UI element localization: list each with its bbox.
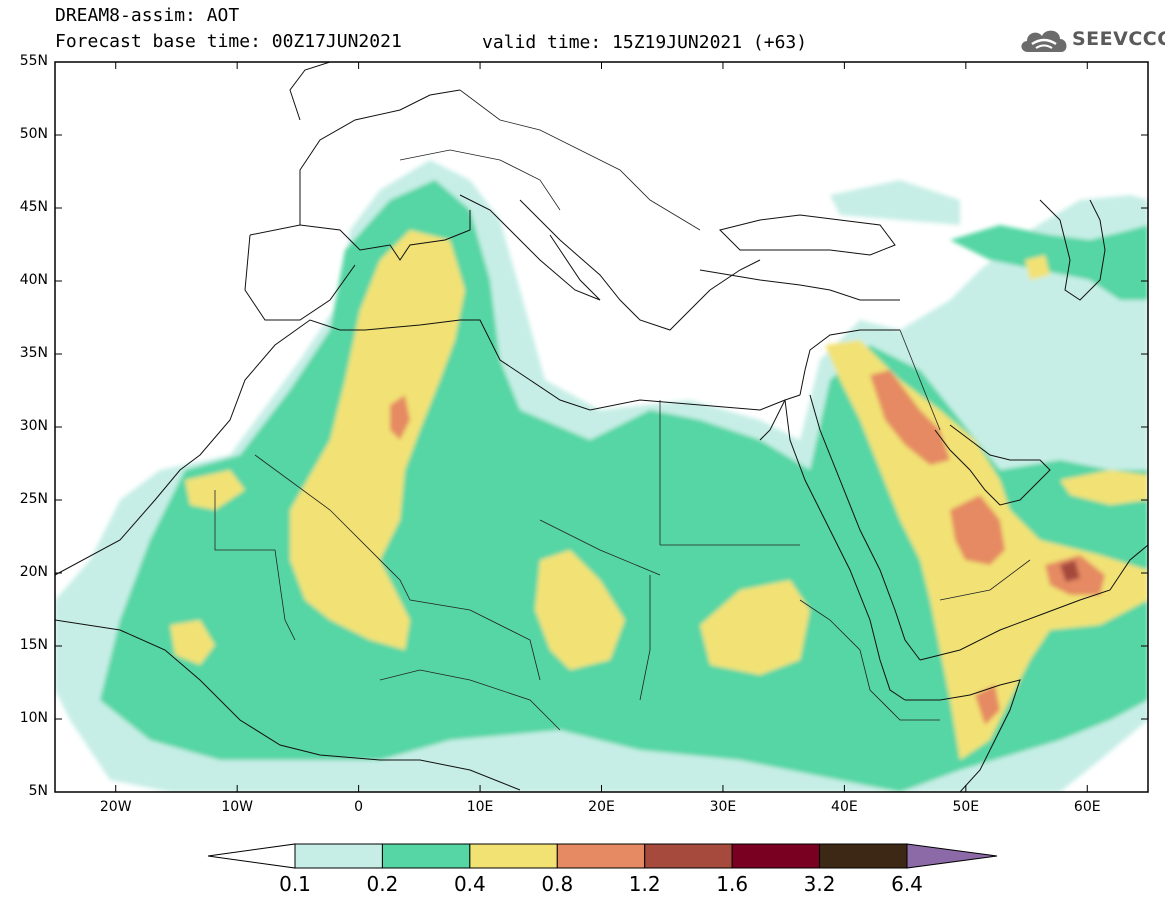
lon-label: 30E (709, 799, 737, 815)
lat-label: 15N (19, 637, 48, 653)
colorbar-swatch (819, 843, 908, 869)
coastline-levant (799, 329, 900, 396)
coastline-red-sea-upper (759, 399, 786, 441)
colorbar-label: 0.2 (366, 872, 399, 896)
border-chad-sudan (639, 575, 651, 701)
colorbar-label: 1.2 (628, 872, 661, 896)
lon-label: 10W (221, 799, 253, 815)
lat-label: 5N (28, 783, 48, 799)
lon-label: 0 (354, 799, 364, 815)
colorbar-label: 0.8 (541, 872, 574, 896)
coastline-italy (459, 194, 601, 301)
colorbar-high-arrow (906, 843, 998, 869)
border-niger (409, 599, 541, 681)
lon-label: 60E (1073, 799, 1101, 815)
border-europe-1 (459, 89, 701, 231)
lat-label: 55N (19, 53, 48, 69)
aot-0.4-region-chad (535, 550, 625, 670)
coastline-caspian (1039, 199, 1106, 301)
colorbar-swatch (731, 843, 821, 869)
coastline-arabia-south (919, 544, 1148, 661)
border-iraq-iran (899, 329, 941, 431)
lat-label: 10N (19, 710, 48, 726)
lon-label: 40E (831, 799, 858, 815)
aot-0.8-region-saudi (950, 495, 1005, 565)
colorbar-label: 0.4 (453, 872, 486, 896)
aot-0.8-region-somalia (975, 685, 1000, 725)
colorbar-label: 6.4 (891, 872, 923, 896)
logo-text: SEEVCCC (1072, 28, 1165, 50)
lat-label: 45N (19, 199, 48, 215)
aot-0.8-region-algeria (390, 395, 410, 440)
coastline-gulf-of-guinea (55, 619, 521, 791)
lon-label: 50E (952, 799, 980, 815)
coastline-turkey (699, 269, 900, 301)
coastline-iberia (249, 210, 471, 261)
border-mauritania (214, 490, 296, 641)
coastline-black-sea (719, 214, 896, 256)
colorbar-swatch (294, 843, 383, 869)
colorbar-swatch (644, 843, 733, 869)
border-algeria-mali (254, 454, 411, 601)
colorbar-low-arrow (207, 843, 296, 869)
lat-label: 50N (19, 126, 48, 142)
lat-label: 25N (19, 491, 48, 507)
aot-0.4-region-iran (1060, 470, 1148, 505)
aot-0.4-region-caspian (1025, 255, 1050, 280)
aot-0.4-region-sudan (700, 580, 810, 675)
map-title: DREAM8-assim: AOT (55, 5, 240, 26)
colorbar-swatch (469, 843, 558, 869)
aot-1.2-region-oman (1060, 560, 1080, 582)
border-nigeria (379, 669, 561, 731)
colorbar-label: 0.1 (279, 872, 311, 896)
border-ethiopia (799, 599, 940, 721)
colorbar-label: 3.2 (803, 872, 836, 896)
coastline-iberia-south (244, 234, 356, 321)
coastline-france (299, 89, 461, 225)
lat-label: 30N (19, 418, 48, 434)
border-libya-chad (539, 519, 661, 576)
lon-label: 20E (588, 799, 615, 815)
forecast-base-time: Forecast base time: 00Z17JUN2021 (55, 31, 402, 52)
seevccc-logo: SEEVCCC (1018, 22, 1165, 60)
colorbar (207, 843, 998, 869)
coastline-britain (289, 62, 331, 121)
aot-0.4-region-sahara (290, 230, 465, 650)
colorbar-swatch (381, 843, 471, 869)
aot-0.4-region-mauritania (170, 620, 215, 665)
border-europe-2 (399, 149, 561, 211)
cloud-icon (1021, 30, 1067, 52)
colorbar-label: 1.6 (716, 872, 749, 896)
aot-0.1-region-north (830, 180, 960, 225)
axis-ticks (55, 61, 1148, 793)
aot-shading (55, 160, 1148, 792)
coastline-persian-gulf (934, 424, 1051, 506)
coastline-red-sea-west (784, 399, 906, 701)
country-borders (214, 89, 1031, 731)
coastline-balkans (519, 199, 761, 331)
valid-time: valid time: 15Z19JUN2021 (+63) (482, 32, 808, 53)
lat-label: 35N (19, 345, 48, 361)
lon-label: 10E (466, 799, 494, 815)
border-saudi-yemen (939, 559, 1031, 601)
coastline-red-sea-east (809, 394, 921, 661)
colorbar-swatch (556, 843, 646, 869)
coastline-horn-of-africa (905, 679, 1021, 792)
lon-label: 20W (99, 799, 132, 815)
lat-label: 20N (19, 564, 48, 580)
lat-label: 40N (19, 272, 48, 288)
aot-0.8-region-iraq (870, 370, 950, 465)
